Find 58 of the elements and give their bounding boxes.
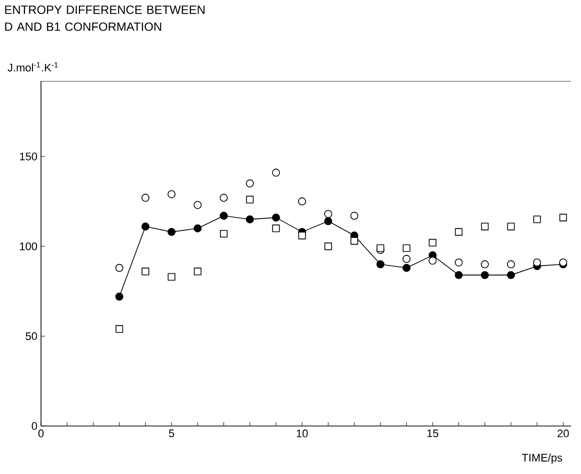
point — [220, 194, 228, 202]
point — [194, 200, 202, 209]
y-tick-label: 150 — [20, 152, 38, 160]
point — [480, 271, 489, 280]
point — [115, 292, 124, 301]
point — [506, 271, 515, 280]
point — [272, 214, 280, 222]
point — [272, 224, 280, 232]
point — [481, 222, 489, 230]
point — [559, 214, 567, 222]
point — [168, 228, 176, 236]
y-tick-label: 50 — [26, 332, 38, 340]
point — [533, 216, 541, 224]
point — [220, 212, 228, 220]
point — [324, 217, 332, 226]
point — [246, 215, 254, 224]
point — [168, 273, 176, 281]
x-axis-title: TIME/ps — [522, 454, 562, 464]
point — [324, 210, 332, 218]
point — [506, 260, 515, 268]
point — [246, 196, 254, 204]
point — [350, 212, 358, 220]
point — [402, 264, 411, 272]
y-axis-title: J.mol$^{-1}$.K$^{-1}$ — [8, 62, 58, 72]
point — [507, 222, 515, 230]
point — [142, 268, 150, 276]
chart-title: ENTROPY DIFFERENCE BETWEEN D AND B1 CONFORMATION — [5, 6, 204, 31]
point — [194, 224, 202, 232]
x-tick-label: 10 — [296, 430, 308, 438]
point — [116, 325, 124, 333]
point — [141, 194, 150, 202]
x-tick-label: 0 — [38, 430, 44, 438]
point — [220, 230, 228, 238]
point — [402, 254, 411, 263]
point — [298, 232, 306, 240]
point — [350, 237, 358, 245]
point — [428, 256, 437, 265]
y-tick-label: 100 — [20, 242, 38, 250]
x-tick-label: 15 — [427, 430, 438, 438]
point — [115, 264, 124, 272]
point — [454, 271, 463, 280]
point — [480, 260, 489, 268]
point — [402, 244, 410, 252]
point — [272, 168, 280, 177]
point — [324, 242, 332, 250]
point — [246, 179, 254, 188]
point — [376, 260, 384, 268]
point — [141, 222, 150, 231]
point — [454, 258, 463, 266]
point — [298, 197, 306, 206]
point — [168, 190, 176, 198]
point — [533, 258, 542, 266]
x-tick-label: 5 — [168, 430, 174, 438]
x-tick-label: 20 — [558, 430, 569, 438]
point — [194, 268, 202, 276]
point — [428, 238, 436, 247]
point — [454, 228, 463, 236]
y-tick-label: 0 — [32, 422, 38, 430]
